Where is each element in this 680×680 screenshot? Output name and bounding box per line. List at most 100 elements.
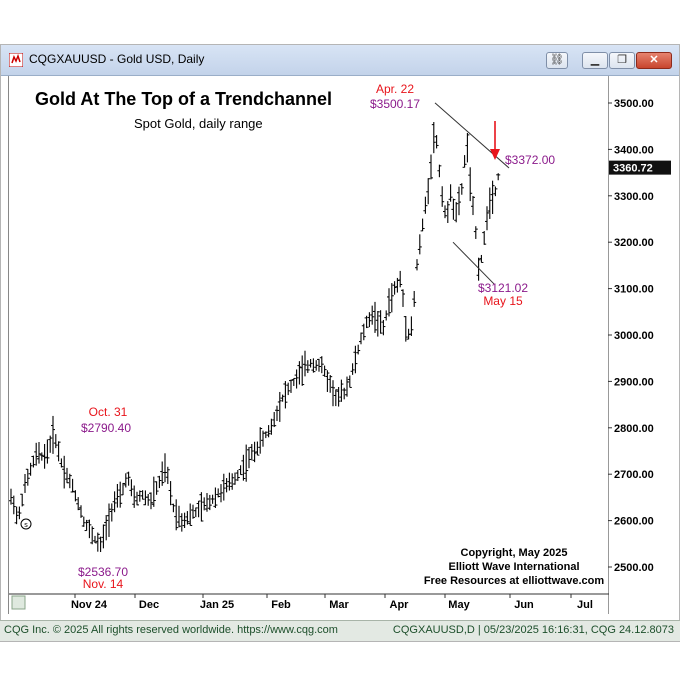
ohlc-bar [401, 289, 405, 307]
copyright-line-1: Copyright, May 2025 [461, 547, 568, 559]
ohlc-bar [196, 500, 201, 518]
ohlc-bar [188, 503, 193, 526]
ohlc-bar [115, 483, 120, 508]
ohlc-bar [160, 461, 165, 486]
ohlc-bar [249, 444, 254, 461]
lower-channel-line [452, 241, 495, 285]
x-tick-label: Nov 24 [71, 599, 108, 611]
x-tick-label: Jan 25 [200, 599, 234, 611]
ohlc-bar [51, 415, 55, 454]
last-price-box [609, 160, 671, 175]
ohlc-bar [350, 363, 355, 375]
ohlc-bar [409, 316, 414, 336]
ohlc-bar [45, 439, 50, 464]
ohlc-bar [496, 173, 501, 181]
ohlc-bar [339, 379, 344, 402]
ohlc-bar [364, 315, 369, 329]
scroll-box[interactable] [11, 595, 26, 610]
ohlc-bar [308, 358, 313, 368]
ohlc-bar [445, 201, 450, 224]
ohlc-bar [395, 277, 400, 293]
ohlc-bar [216, 488, 221, 498]
ohlc-bar [459, 183, 464, 195]
ohlc-bar [151, 476, 156, 507]
may-date-label: May 15 [483, 294, 523, 308]
y-tick-label: 2600.00 [614, 516, 654, 528]
ohlc-bar [199, 492, 204, 522]
ohlc-bar [53, 434, 58, 449]
ohlc-bar [168, 481, 173, 506]
link-button[interactable]: ⛓ [546, 52, 568, 69]
ohlc-bar [118, 481, 123, 508]
ohlc-bar [361, 323, 366, 341]
ohlc-bar [42, 443, 47, 469]
close-button[interactable]: ✕ [636, 52, 672, 69]
nov-price-label: $2536.70 [78, 565, 128, 579]
chart-title: Gold At The Top of a Trendchannel [35, 89, 332, 109]
ohlc-bar [84, 519, 89, 532]
ohlc-bar [109, 503, 114, 522]
oct-date-label: Oct. 31 [89, 405, 128, 419]
ohlc-bar [11, 495, 16, 515]
restore-button[interactable]: ❐ [609, 52, 635, 69]
ohlc-bar [65, 467, 69, 484]
ohlc-bar [482, 231, 487, 245]
ohlc-bar [93, 535, 97, 544]
ohlc-bar [126, 471, 131, 486]
ohlc-chart: Gold At The Top of a Trendchannel Spot G… [9, 76, 610, 614]
ohlc-bar [174, 499, 179, 531]
ohlc-bar [87, 519, 92, 539]
ohlc-bar [487, 187, 492, 219]
ohlc-bar [20, 493, 25, 507]
ohlc-bar [359, 332, 363, 345]
ohlc-bar [28, 462, 33, 476]
ohlc-bar [9, 488, 13, 505]
ohlc-bar [235, 470, 240, 482]
ohlc-bar [398, 270, 403, 288]
ohlc-bar [247, 447, 251, 469]
ohlc-bar [263, 431, 268, 439]
ohlc-bar [56, 441, 61, 462]
ohlc-bar [443, 205, 447, 219]
ohlc-bar [493, 186, 498, 197]
ohlc-bar [375, 311, 380, 337]
ohlc-bar [23, 473, 27, 493]
ohlc-bar [462, 155, 467, 168]
ohlc-bar [157, 475, 162, 489]
ohlc-bar [224, 478, 229, 493]
ohlc-bar [490, 180, 495, 214]
ohlc-bar [101, 524, 106, 549]
x-axis: Nov 24 Dec Jan 25 Feb Mar Apr May Jun Jul [71, 594, 593, 611]
ohlc-bar [140, 490, 145, 500]
minimize-icon: ▁ [590, 54, 600, 66]
ohlc-bar [283, 381, 288, 409]
ohlc-bar [132, 485, 137, 508]
ohlc-bar [300, 355, 305, 386]
ohlc-bar [426, 178, 431, 205]
ohlc-bar [392, 281, 397, 295]
ohlc-bar [291, 377, 296, 386]
y-tick-label: 3000.00 [614, 330, 654, 342]
ohlc-bar [423, 196, 428, 214]
y-tick-label: 2500.00 [614, 562, 654, 574]
ohlc-bar [202, 497, 207, 511]
may-price-label: $3121.02 [478, 281, 528, 295]
ohlc-bar [59, 458, 64, 468]
link-icon: ⛓ [550, 54, 564, 66]
title-bar[interactable]: CQGXAUUSD - Gold USD, Daily ⛓ ▁ ❐ ✕ [1, 45, 679, 76]
cqg-app-icon [9, 53, 23, 67]
ohlc-bar [79, 505, 83, 518]
y-tick-label: 2900.00 [614, 376, 654, 388]
ohlc-bar [381, 319, 386, 336]
ohlc-bar [163, 453, 167, 483]
ohlc-bar [325, 370, 330, 392]
ohlc-bar [303, 350, 307, 377]
ohlc-bar [387, 288, 391, 317]
ohlc-bar [269, 418, 274, 435]
window-title: CQGXAUUSD - Gold USD, Daily [29, 52, 205, 66]
ohlc-bar [440, 186, 445, 207]
y-tick-label: 3200.00 [614, 237, 654, 249]
ohlc-bar [370, 305, 375, 325]
minimize-button[interactable]: ▁ [582, 52, 608, 69]
ohlc-bar [107, 503, 111, 537]
